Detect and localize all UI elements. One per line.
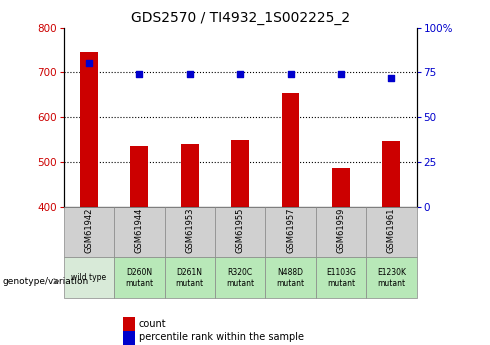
Bar xyxy=(80,52,98,207)
Bar xyxy=(165,257,215,298)
Bar xyxy=(114,207,165,257)
Bar xyxy=(215,257,265,298)
Point xyxy=(135,71,143,77)
Point xyxy=(287,71,294,77)
Text: GSM61944: GSM61944 xyxy=(135,207,144,253)
Bar xyxy=(316,257,366,298)
Bar xyxy=(215,207,265,257)
Bar xyxy=(265,257,316,298)
Bar xyxy=(114,257,165,298)
Text: D260N
mutant: D260N mutant xyxy=(125,268,153,287)
Bar xyxy=(165,207,215,257)
Bar xyxy=(332,168,350,207)
Title: GDS2570 / TI4932_1S002225_2: GDS2570 / TI4932_1S002225_2 xyxy=(130,11,350,25)
Text: GSM61955: GSM61955 xyxy=(236,207,245,253)
Text: GSM61961: GSM61961 xyxy=(387,207,396,253)
Text: GSM61942: GSM61942 xyxy=(84,207,94,253)
Bar xyxy=(122,317,135,331)
Bar xyxy=(231,140,249,207)
Text: R320C
mutant: R320C mutant xyxy=(226,268,254,287)
Bar xyxy=(383,141,400,207)
Text: percentile rank within the sample: percentile rank within the sample xyxy=(139,333,304,342)
Bar xyxy=(366,257,416,298)
Bar xyxy=(181,144,198,207)
Text: D261N
mutant: D261N mutant xyxy=(175,268,204,287)
Bar xyxy=(265,207,316,257)
Text: count: count xyxy=(139,319,166,328)
Text: GSM61959: GSM61959 xyxy=(337,207,345,253)
Point xyxy=(186,71,194,77)
Text: GSM61953: GSM61953 xyxy=(185,207,194,253)
Bar xyxy=(130,146,148,207)
Text: N488D
mutant: N488D mutant xyxy=(276,268,305,287)
Bar xyxy=(282,92,299,207)
Point xyxy=(236,71,244,77)
Point xyxy=(85,61,93,66)
Bar xyxy=(366,207,416,257)
Text: wild type: wild type xyxy=(72,273,106,282)
Point xyxy=(388,75,395,81)
Bar xyxy=(316,207,366,257)
Text: E1230K
mutant: E1230K mutant xyxy=(377,268,406,287)
Bar xyxy=(64,257,114,298)
Text: genotype/variation: genotype/variation xyxy=(2,277,89,286)
Text: E1103G
mutant: E1103G mutant xyxy=(326,268,356,287)
Text: GSM61957: GSM61957 xyxy=(286,207,295,253)
Point xyxy=(337,71,345,77)
Bar xyxy=(122,331,135,345)
Bar xyxy=(64,207,114,257)
